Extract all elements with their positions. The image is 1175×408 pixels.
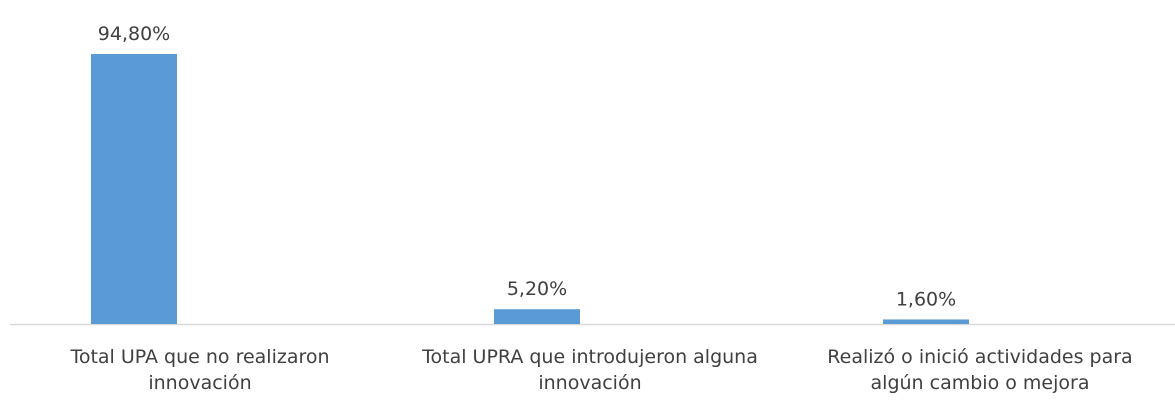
x-tick-label: Total UPA que no realizaron innovación bbox=[70, 346, 330, 394]
data-label: 5,20% bbox=[507, 278, 567, 300]
x-tick-label: Realizó o inició actividades para algún … bbox=[827, 346, 1133, 394]
bar bbox=[494, 309, 580, 324]
bar bbox=[91, 54, 177, 324]
data-label: 94,80% bbox=[98, 23, 170, 45]
x-tick-label: Total UPRA que introdujeron alguna innov… bbox=[422, 346, 758, 394]
bar bbox=[883, 319, 969, 324]
data-label: 1,60% bbox=[896, 288, 956, 310]
